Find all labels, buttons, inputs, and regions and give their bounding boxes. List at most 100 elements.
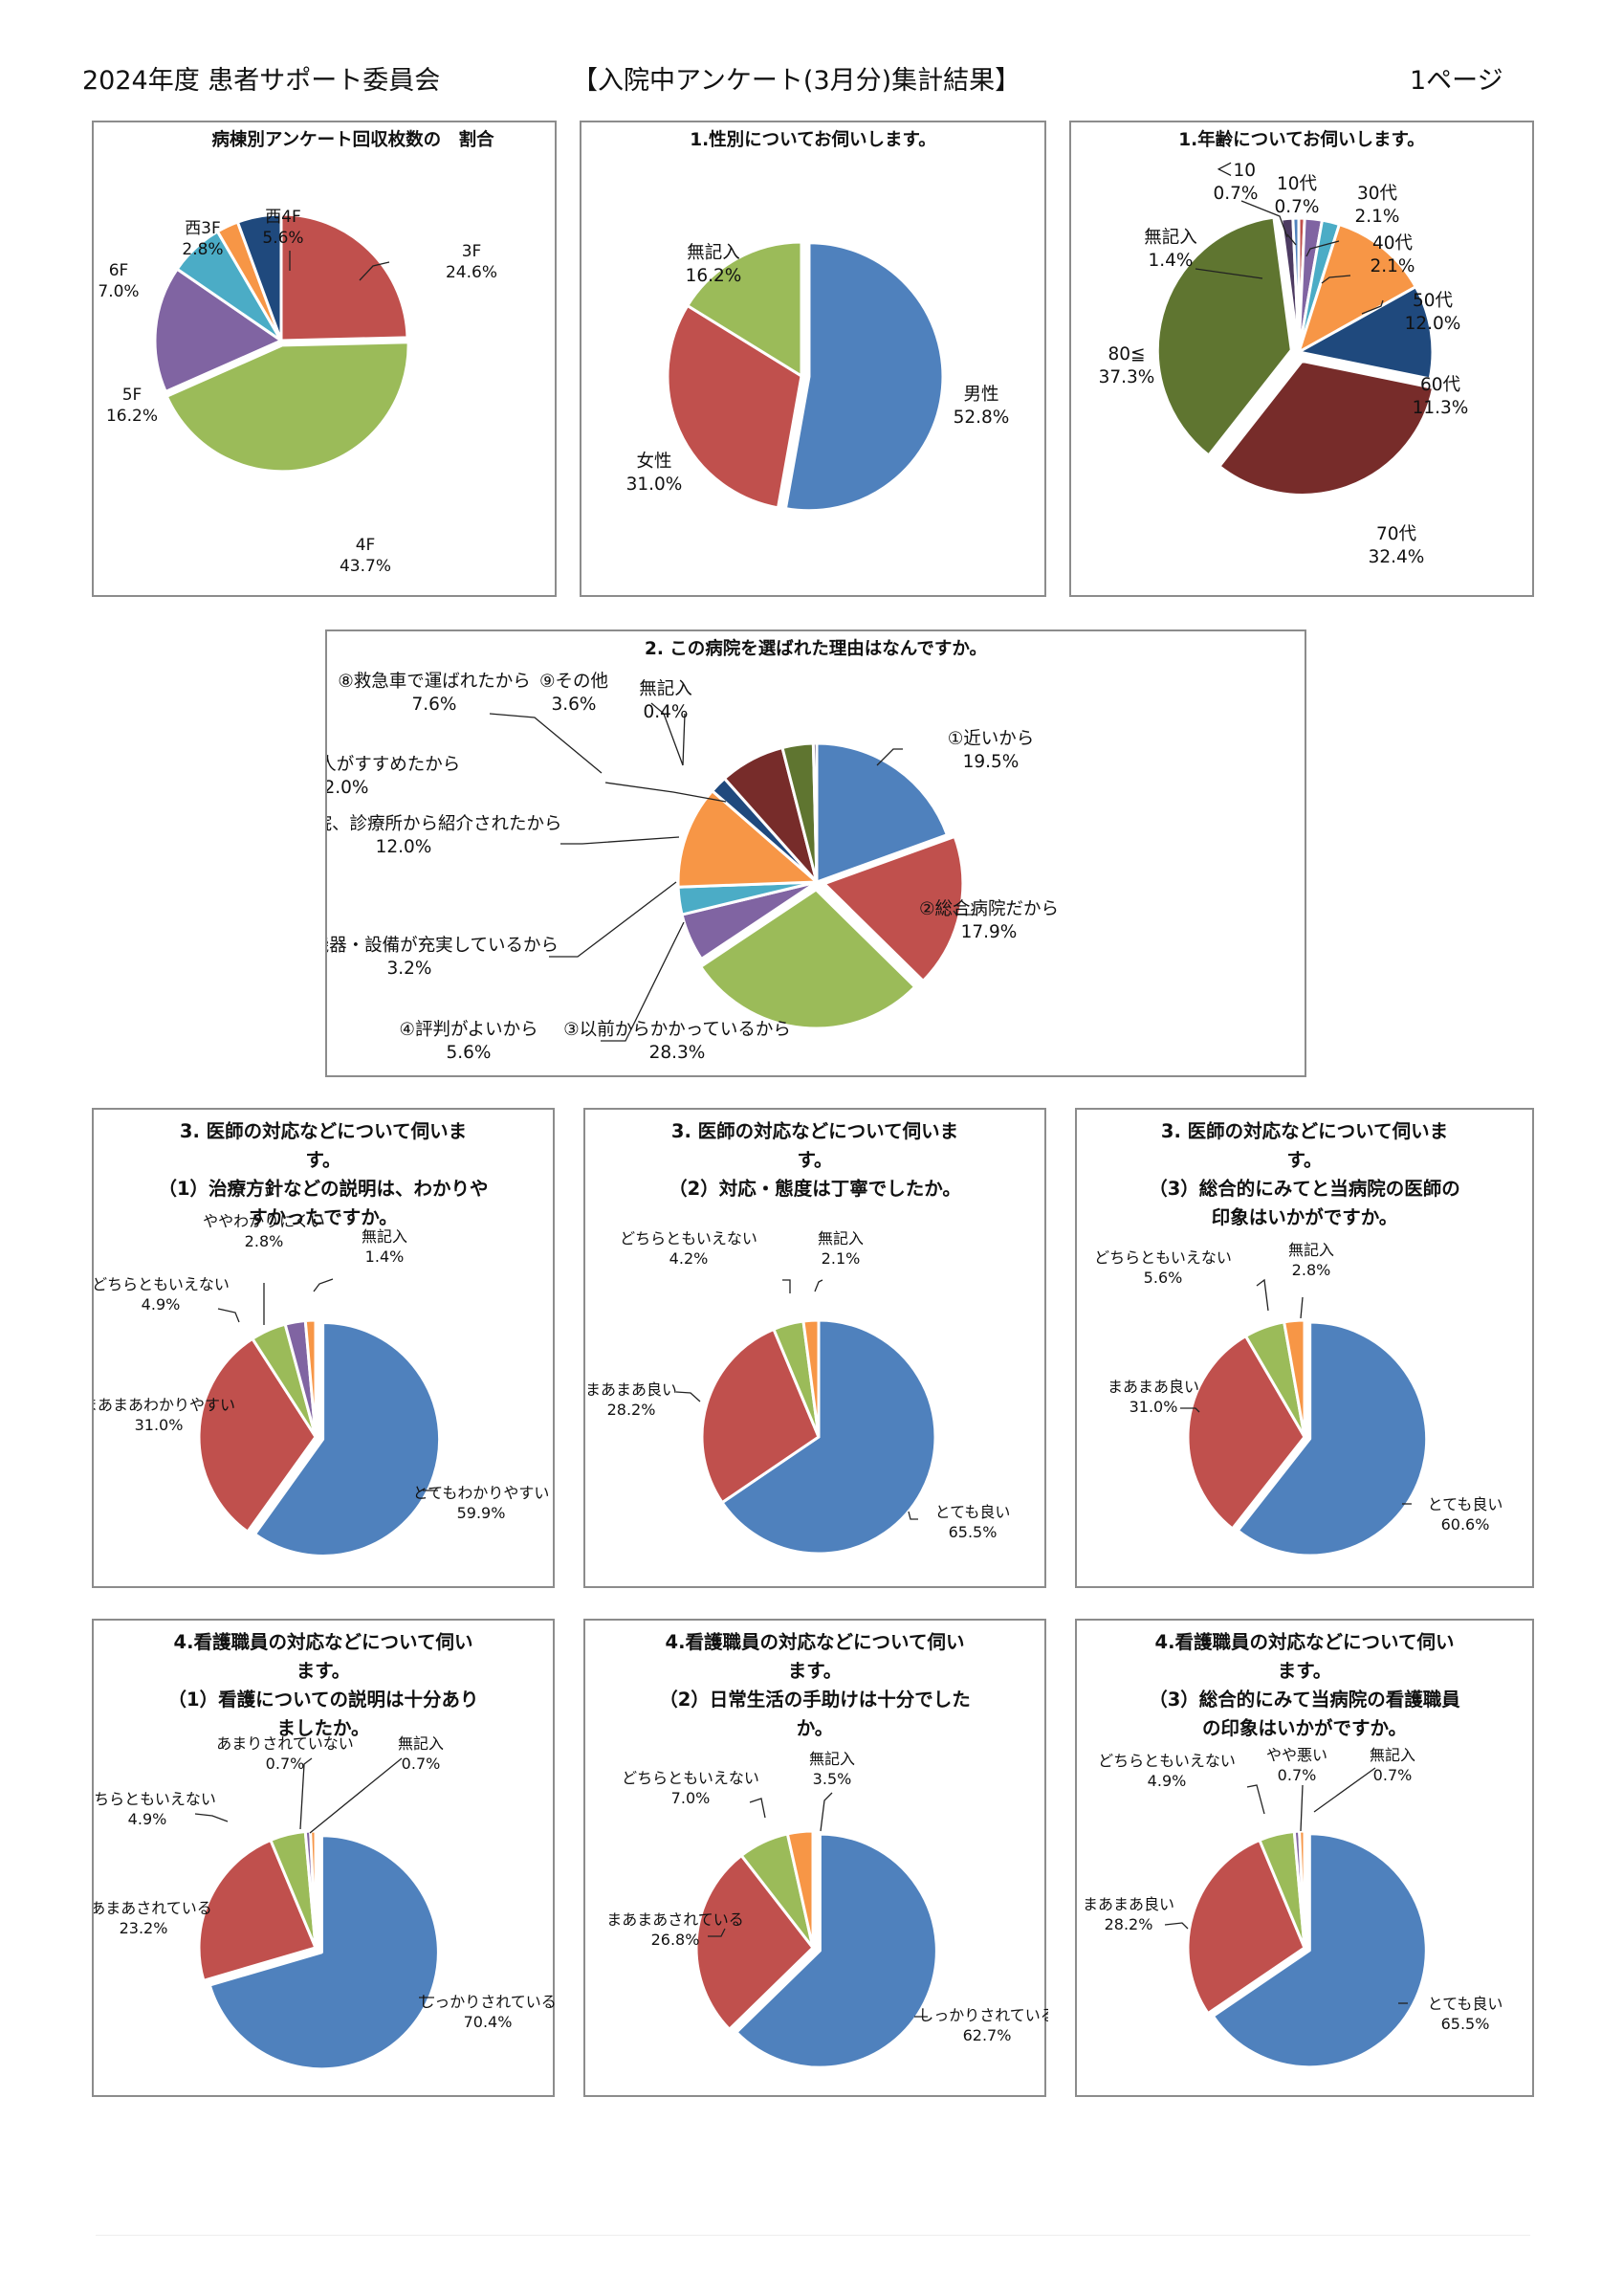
pie-chart-doctor-explanation: とてもわかりやすい 59.9% まあまあわかりやすい 31.0% どちらともいえない 4.… — [94, 1212, 550, 1557]
chart-title-gender: 1.性別についてお伺いします。 — [690, 130, 936, 150]
chart-title-ward: 病棟別アンケート回収枚数の 割合 — [211, 130, 494, 150]
leader-line-age-3 — [1321, 275, 1351, 284]
pie-chart-doctor-attitude: とても良い 65.5% まあまあ良い 28.2% どちらともいえない 4.2% 無記入 2.1… — [585, 1229, 1011, 1556]
chart-panel-age: 1.年齢についてお伺いします。 10代 0.7% 30代 2.1% 40代 2.1% 50代… — [1069, 121, 1534, 597]
data-label-nurse2-1: しっかりされている 62.7% — [918, 2006, 1048, 2044]
pie-slice-ward-2 — [164, 341, 410, 474]
data-label-doc1-1: とてもわかりやすい 59.9% — [413, 1484, 550, 1522]
data-label-nurse3-1: とても良い 65.5% — [1428, 1995, 1503, 2033]
leader-line-reason-8 — [489, 713, 603, 774]
pie-slice-doc2-4 — [801, 1318, 821, 1439]
leader-line-nurse1-3 — [194, 1813, 229, 1822]
pie-slice-nurse2-2 — [694, 1854, 815, 2031]
data-label-doc1-4: ややわかりにくい 2.8% — [203, 1212, 325, 1250]
data-label-doc3-2: まあまあ良い 31.0% — [1108, 1378, 1199, 1416]
chart-panel-ward: 病棟別アンケート回収枚数の 割合 3F 24.6% 4F 43.7% 5F 16.2% 6F… — [92, 121, 557, 597]
pie-slice-age-9 — [1291, 216, 1301, 354]
data-label-doc3-4: 無記入 2.8% — [1288, 1241, 1334, 1279]
data-label-doc1-5: 無記入 1.4% — [362, 1227, 407, 1266]
data-label-age-9: ＜10 0.7% — [1214, 161, 1259, 204]
data-label-nurse1-2: まあまあされている23.2% — [94, 1899, 212, 1937]
pie-slice-doc3-4 — [1283, 1318, 1306, 1439]
data-label-reason-2: ②総合病院だから 17.9% — [919, 899, 1059, 942]
pie-slice-nurse3-2 — [1186, 1838, 1306, 2016]
leader-line-doc3-4 — [1300, 1296, 1304, 1319]
data-label-doc2-2: まあまあ良い 28.2% — [585, 1380, 677, 1419]
pie-slice-reason-6 — [676, 789, 819, 889]
chart-panel-doctor-explanation: 3. 医師の対応などについて伺いま す。 （1）治療方針などの説明は、わかりや … — [92, 1108, 555, 1588]
chart-title-age: 1.年齢についてお伺いします。 — [1178, 130, 1425, 150]
leader-line-doc3-2 — [1180, 1407, 1200, 1413]
leader-line-nurse1-5 — [309, 1757, 403, 1834]
pie-slice-nurse3-5 — [1298, 1829, 1306, 1950]
chart-panel-nurse-daily-help: 4.看護職員の対応などについて伺い ます。 （2）日常生活の手助けは十分でした … — [583, 1619, 1048, 2097]
chart-panel-nurse-overall: 4.看護職員の対応などについて伺い ます。 （3）総合的にみて当病院の看護職員 … — [1075, 1619, 1534, 2097]
data-label-nurse1-4: あまりされていない 0.7% — [216, 1734, 354, 1773]
pie-slice-age-6 — [1217, 359, 1436, 497]
data-label-gender-1: 男性 52.8% — [954, 385, 1010, 428]
pie-slice-reason-3 — [699, 888, 917, 1030]
pie-chart-nurse-overall: とても良い 65.5% まあまあ良い 28.2% どちらともいえない 4.9% やや悪い 0.… — [1083, 1746, 1503, 2069]
leader-line-reason-6 — [560, 836, 680, 845]
pie-slice-age-5 — [1297, 285, 1435, 381]
pie-slice-reason-1 — [815, 741, 949, 884]
data-label-age-3: 40代 2.1% — [1371, 233, 1415, 276]
chart-panel-gender: 1.性別についてお伺いします。 男性 52.8% 女性 31.0% 無記入 16.2% — [580, 121, 1046, 597]
leader-line-doc1-5 — [313, 1278, 334, 1292]
data-label-nurse3-3: どちらともいえない 4.9% — [1098, 1752, 1236, 1790]
chart-title-nurse-daily-help: 4.看護職員の対応などについて伺い ます。 （2）日常生活の手助けは十分でした … — [659, 1631, 971, 1739]
pie-slice-gender-3 — [686, 240, 803, 378]
pie-slice-reason-2 — [822, 834, 965, 982]
data-label-gender-2: 女性 31.0% — [626, 452, 683, 495]
data-label-reason-9: ⑨その他 3.6% — [539, 672, 608, 715]
leader-line-doc1-3 — [217, 1308, 240, 1323]
pie-slice-ward-6 — [235, 212, 283, 342]
footer-divider — [96, 2235, 1530, 2236]
leader-line-ward-1 — [359, 261, 390, 281]
leader-line-reason-9 — [650, 702, 684, 766]
data-label-age-5: 60代 11.3% — [1413, 375, 1469, 418]
pie-slice-doc1-5 — [303, 1318, 318, 1439]
data-label-ward-6: 西4F 5.6% — [262, 208, 303, 248]
pie-slice-nurse2-1 — [735, 1832, 938, 2069]
leader-line-nurse3-4 — [1300, 1784, 1304, 1832]
data-label-nurse1-1: しっかりされている 70.4% — [419, 1993, 557, 2031]
pie-slice-doc1-2 — [197, 1336, 318, 1534]
pie-slice-age-7 — [1155, 215, 1293, 457]
data-label-ward-5: 西3F 2.8% — [182, 219, 223, 259]
leader-line-nurse1-4 — [299, 1757, 313, 1830]
data-label-doc3-3: どちらともいえない 5.6% — [1094, 1248, 1232, 1287]
data-label-doc2-1: とても良い 65.5% — [935, 1503, 1011, 1541]
pie-slice-nurse2-4 — [785, 1829, 815, 1950]
pie-slice-nurse1-2 — [197, 1838, 318, 1982]
data-label-age-1: 10代 0.7% — [1275, 174, 1320, 217]
pie-slice-ward-1 — [279, 212, 409, 342]
data-label-doc2-4: 無記入 2.1% — [818, 1229, 864, 1268]
data-label-reason-3: ③以前からかかっているから 28.3% — [563, 1020, 791, 1063]
leader-line-reason-10 — [682, 713, 686, 766]
leader-line-age-9 — [1240, 200, 1288, 238]
data-label-reason-4: ④評判がよいから 5.6% — [399, 1020, 537, 1063]
data-label-nurse2-4: 無記入 3.5% — [809, 1750, 855, 1788]
leader-line-reason-2 — [953, 910, 977, 916]
data-label-age-8: 無記入 1.4% — [1144, 228, 1197, 271]
header-report-title: 【入院中アンケート(3月分)集計結果】 — [572, 66, 1021, 96]
leader-line-age-4 — [1361, 299, 1384, 315]
pie-slice-doc2-1 — [720, 1318, 937, 1556]
data-label-ward-2: 4F 43.7% — [340, 536, 391, 576]
pie-chart-gender: 男性 52.8% 女性 31.0% 無記入 16.2% — [626, 240, 1010, 513]
pie-chart-nurse-daily-help: しっかりされている 62.7% まあまあされている 26.8% どちらともいえない 7.0… — [606, 1750, 1048, 2069]
data-label-age-6: 70代 32.4% — [1369, 524, 1425, 567]
data-label-gender-3: 無記入 16.2% — [686, 243, 742, 286]
data-label-doc1-2: まあまあわかりやすい 31.0% — [94, 1396, 235, 1434]
data-label-ward-3: 5F 16.2% — [106, 386, 158, 426]
leader-line-nurse3-5 — [1313, 1767, 1376, 1813]
leader-line-reason-5 — [549, 881, 677, 958]
leader-line-doc2-3 — [782, 1279, 791, 1293]
data-label-nurse3-4: やや悪い 0.7% — [1266, 1746, 1327, 1784]
data-label-age-4: 50代 12.0% — [1405, 291, 1461, 334]
leader-line-age-2 — [1305, 240, 1340, 257]
